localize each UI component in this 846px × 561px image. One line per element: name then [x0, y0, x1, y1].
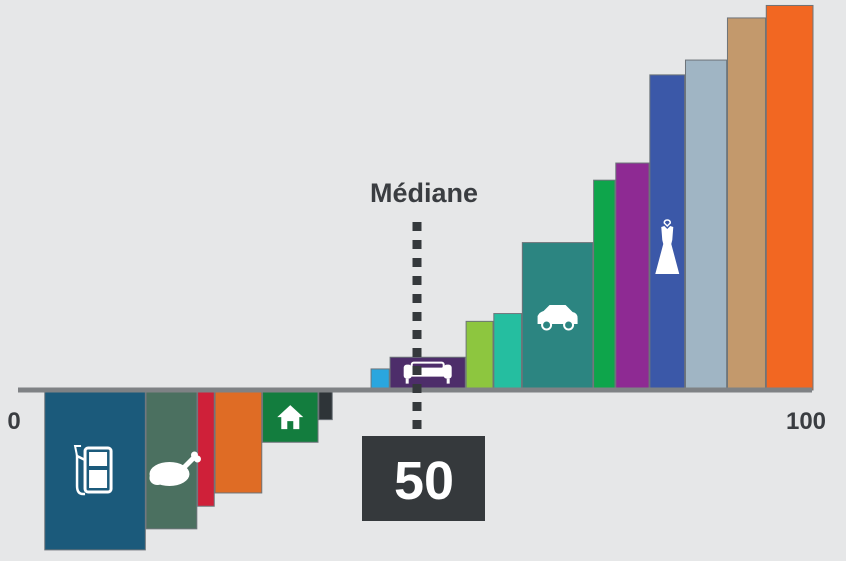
bar-10	[493, 313, 523, 391]
bar-16	[726, 17, 766, 391]
bar-3	[197, 389, 215, 507]
x-axis-max-label: 100	[786, 408, 826, 435]
bar-12	[593, 179, 616, 391]
median-value-box	[362, 436, 485, 521]
x-axis-min-label: 0	[7, 408, 20, 435]
bar-17	[765, 4, 814, 391]
bar-4	[214, 389, 263, 494]
bar-9	[465, 320, 494, 391]
bar-2	[145, 389, 198, 530]
bar-15	[684, 59, 728, 391]
bar-1	[44, 389, 146, 551]
median-value: 50	[394, 451, 454, 511]
bar-6	[318, 389, 333, 421]
bar-7	[370, 368, 390, 391]
median-label: Médiane	[370, 178, 478, 208]
bar-13	[615, 162, 650, 391]
